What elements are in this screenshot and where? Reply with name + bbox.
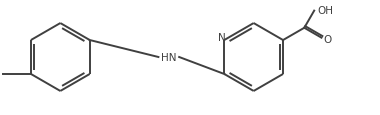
Text: OH: OH	[317, 6, 333, 16]
Text: HN: HN	[161, 53, 177, 62]
Text: N: N	[218, 32, 226, 42]
Text: O: O	[323, 34, 332, 44]
